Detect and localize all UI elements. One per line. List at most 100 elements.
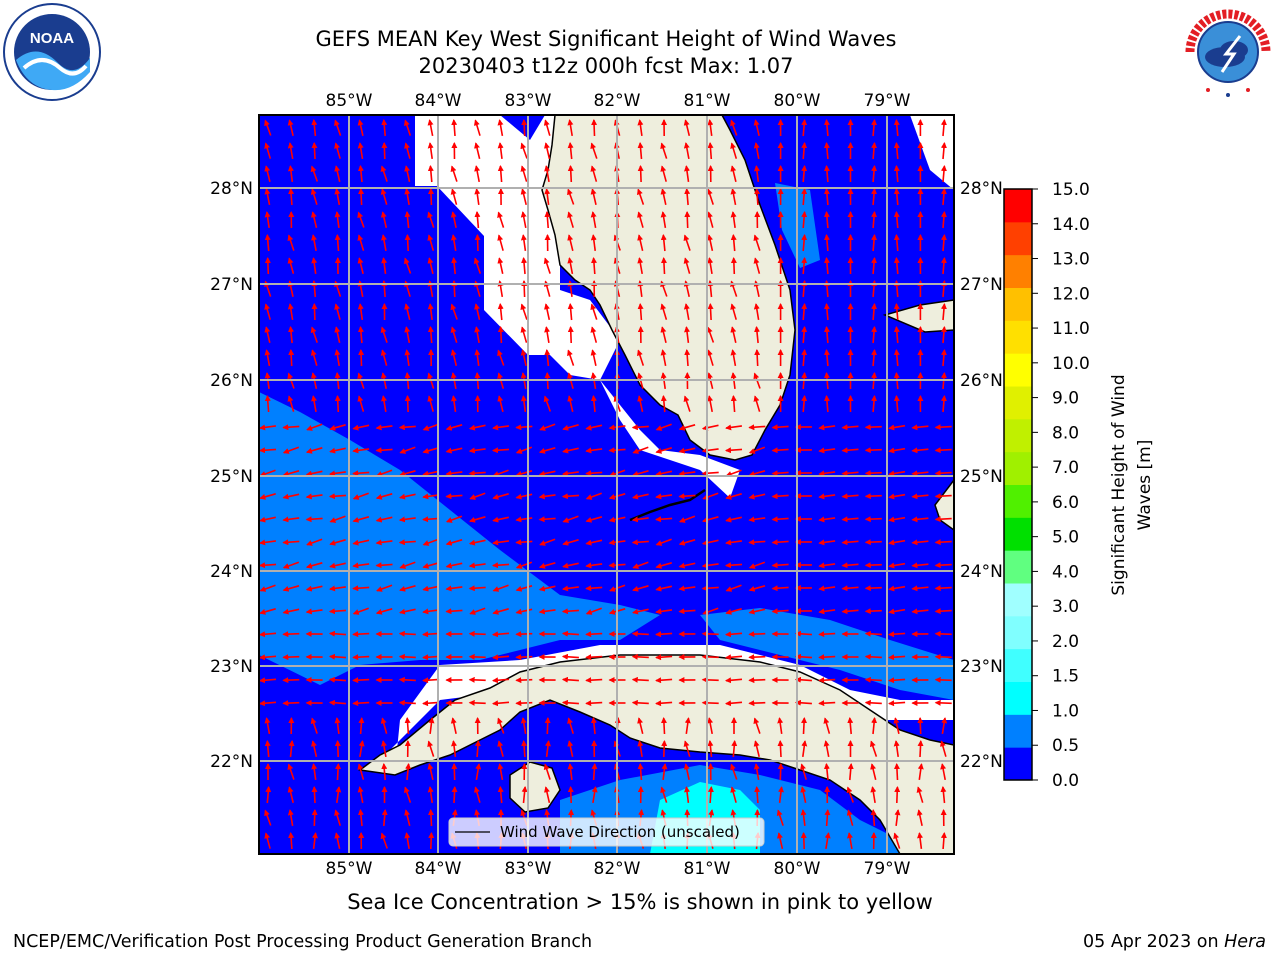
wave-direction-arrow	[940, 234, 947, 252]
wave-direction-arrow	[404, 165, 411, 182]
wave-direction-arrow	[707, 740, 714, 758]
wave-direction-arrow	[329, 515, 346, 523]
wave-direction-arrow	[520, 234, 527, 252]
wave-direction-arrow	[934, 470, 952, 477]
wave-direction-arrow	[264, 809, 272, 826]
wave-direction-arrow	[794, 653, 812, 660]
wave-direction-arrow	[631, 676, 649, 683]
wave-direction-arrow	[328, 699, 346, 706]
wave-direction-arrow	[380, 717, 388, 734]
wave-direction-arrow	[754, 786, 761, 804]
wave-direction-arrow	[468, 630, 486, 637]
wave-direction-arrow	[311, 740, 318, 757]
wave-direction-arrow	[445, 585, 463, 592]
lon-label-bottom: 85°W	[326, 859, 373, 879]
wave-direction-arrow	[847, 763, 854, 781]
wave-direction-arrow	[468, 676, 486, 683]
wave-direction-arrow	[888, 562, 906, 569]
lon-label-top: 79°W	[864, 91, 911, 111]
colorbar-segment	[1004, 221, 1032, 256]
colorbar-segment	[1004, 484, 1032, 518]
wave-direction-arrow	[399, 470, 416, 477]
wave-direction-arrow	[893, 832, 901, 849]
wave-direction-arrow	[585, 607, 602, 615]
wave-direction-arrow	[521, 119, 528, 137]
lon-label-top: 80°W	[774, 91, 821, 111]
wave-direction-arrow	[823, 326, 830, 344]
wave-direction-arrow	[917, 832, 924, 850]
wave-direction-arrow	[357, 786, 364, 804]
wave-direction-arrow	[492, 700, 510, 707]
wave-direction-arrow	[801, 165, 808, 183]
wave-direction-arrow	[259, 469, 276, 477]
wave-direction-arrow	[352, 539, 370, 546]
wave-direction-arrow	[427, 303, 434, 321]
wave-direction-arrow	[893, 763, 900, 781]
wave-direction-arrow	[776, 809, 784, 826]
wave-direction-arrow	[707, 119, 714, 137]
wave-direction-arrow	[871, 303, 878, 321]
wave-direction-arrow	[451, 763, 458, 781]
graticule	[259, 115, 954, 854]
wave-direction-arrow	[259, 424, 277, 431]
wave-direction-arrow	[311, 142, 318, 160]
wave-direction-arrow	[380, 188, 388, 205]
wave-direction-arrow	[469, 516, 486, 523]
wave-direction-arrow	[823, 740, 830, 758]
wave-direction-arrow	[264, 717, 271, 735]
wave-direction-arrow	[352, 447, 370, 454]
wave-direction-arrow	[911, 585, 929, 592]
wave-direction-arrow	[375, 539, 393, 546]
colorbar-tick-label: 2.0	[1052, 632, 1079, 652]
wave-direction-arrow	[801, 211, 808, 229]
wave-direction-arrow	[870, 809, 877, 827]
wave-direction-arrow	[940, 142, 947, 160]
wave-direction-arrow	[474, 165, 481, 183]
lon-label-top: 84°W	[415, 91, 462, 111]
wave-direction-arrow	[777, 786, 784, 804]
wave-direction-arrow	[539, 423, 556, 431]
wave-direction-arrow	[282, 608, 300, 615]
wave-direction-arrow	[520, 142, 528, 159]
wave-direction-arrow	[427, 763, 434, 780]
colorbar-segment	[1004, 550, 1032, 584]
wave-direction-arrow	[468, 562, 486, 569]
wave-direction-arrow	[823, 211, 830, 229]
wave-direction-arrow	[450, 717, 457, 734]
wave-direction-arrow	[427, 119, 434, 137]
wave-direction-arrow	[567, 142, 574, 160]
wave-direction-arrow	[474, 142, 481, 159]
wave-direction-arrow	[451, 119, 458, 137]
wave-direction-arrow	[567, 211, 574, 228]
wave-direction-arrow	[841, 539, 859, 546]
wave-direction-arrow	[375, 516, 393, 523]
lon-label-bottom: 79°W	[864, 859, 911, 879]
wave-direction-arrow	[515, 561, 533, 569]
wave-direction-arrow	[520, 395, 527, 413]
wave-direction-arrow	[655, 654, 673, 661]
wave-direction-arrow	[702, 492, 719, 500]
wave-direction-arrow	[753, 717, 761, 734]
wave-direction-arrow	[561, 676, 579, 683]
wave-direction-arrow	[543, 763, 551, 780]
wave-direction-arrow	[492, 447, 510, 454]
wave-direction-arrow	[305, 447, 323, 454]
wave-direction-arrow	[818, 424, 836, 431]
wave-direction-arrow	[801, 395, 808, 413]
wave-direction-arrow	[730, 349, 737, 367]
wave-direction-arrow	[888, 608, 906, 615]
wave-direction-arrow	[335, 786, 342, 804]
florida-keys	[629, 488, 706, 522]
wave-direction-arrow	[911, 562, 929, 569]
wave-direction-arrow	[801, 142, 808, 160]
colorbar-tick-label: 6.0	[1052, 493, 1079, 513]
wave-direction-arrow	[678, 585, 696, 592]
wave-direction-arrow	[305, 470, 323, 477]
wave-direction-arrow	[357, 165, 364, 183]
wave-direction-arrow	[701, 676, 719, 683]
wave-direction-arrow	[939, 740, 947, 757]
wave-direction-arrow	[492, 539, 510, 546]
wave-direction-arrow	[823, 257, 830, 275]
wave-direction-arrow	[637, 257, 644, 275]
wave-direction-arrow	[684, 211, 691, 229]
